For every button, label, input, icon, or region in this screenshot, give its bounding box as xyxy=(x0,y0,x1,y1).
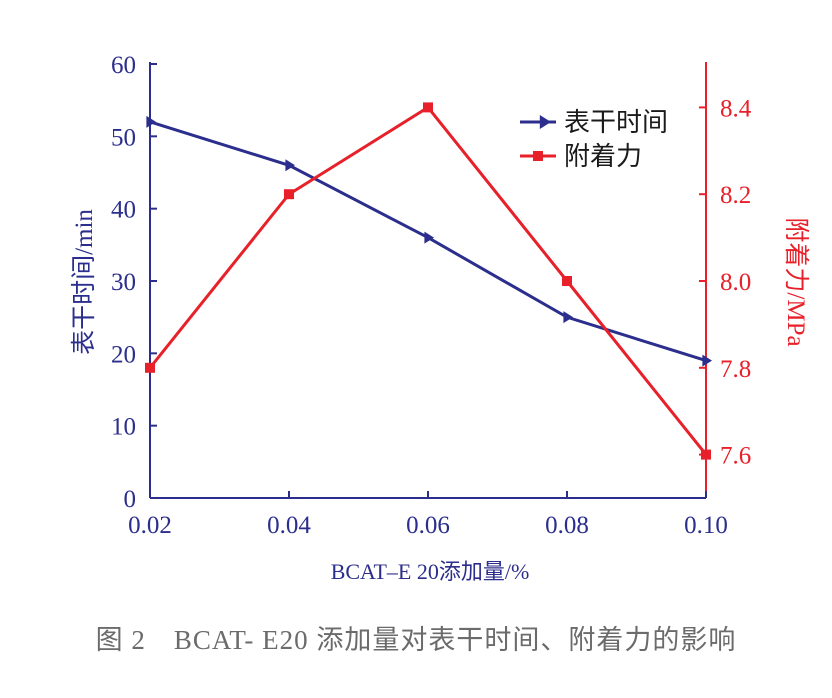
series-layer xyxy=(145,102,712,460)
y-axis-right-label: 附着力/MPa xyxy=(782,217,810,346)
series-point-2 xyxy=(423,102,433,113)
legend-marker-2 xyxy=(533,151,543,161)
y-right-tick-label: 7.8 xyxy=(720,356,751,383)
axes: 0.02 0.04 0.06 0.08 0.10 0 10 20 30 40 50 60 7.6 7.8 8… xyxy=(111,52,752,539)
y-right-tick-label: 8.4 xyxy=(720,95,752,122)
series-point-1 xyxy=(702,354,712,367)
y-left-tick-label: 20 xyxy=(111,341,136,368)
series-point-2 xyxy=(284,189,294,200)
x-tick-label: 0.02 xyxy=(128,512,172,539)
series-point-1 xyxy=(424,231,434,244)
legend-label-2: 附着力 xyxy=(564,142,642,171)
series-point-2 xyxy=(145,362,155,373)
series-point-2 xyxy=(562,276,572,286)
series-point-1 xyxy=(563,311,573,324)
y-left-tick-label: 0 xyxy=(124,486,137,513)
y-left-tick-label: 40 xyxy=(111,197,136,224)
y-left-tick-label: 10 xyxy=(111,414,136,441)
legend-marker-1 xyxy=(539,115,551,129)
x-tick-label: 0.10 xyxy=(684,512,728,539)
y-right-tick-label: 8.2 xyxy=(720,182,751,209)
x-tick-label: 0.08 xyxy=(545,512,589,539)
y-right-tick-label: 7.6 xyxy=(720,443,751,470)
series-point-1 xyxy=(146,115,156,128)
y-left-tick-label: 60 xyxy=(111,52,136,79)
series-point-1 xyxy=(285,159,295,172)
series-point-2 xyxy=(701,449,711,460)
x-axis-label: BCAT–E 20添加量/% xyxy=(331,559,530,584)
x-tick-label: 0.04 xyxy=(267,512,311,539)
x-tick-label: 0.06 xyxy=(406,512,450,539)
y-axis-left-label: 表干时间/min xyxy=(70,209,98,355)
y-left-tick-label: 50 xyxy=(111,124,136,151)
figure-caption: 图 2 BCAT- E20 添加量对表干时间、附着力的影响 xyxy=(95,625,737,655)
y-right-tick-label: 8.0 xyxy=(720,269,751,296)
y-left-tick-label: 30 xyxy=(111,269,136,296)
legend-label-1: 表干时间 xyxy=(564,108,668,137)
